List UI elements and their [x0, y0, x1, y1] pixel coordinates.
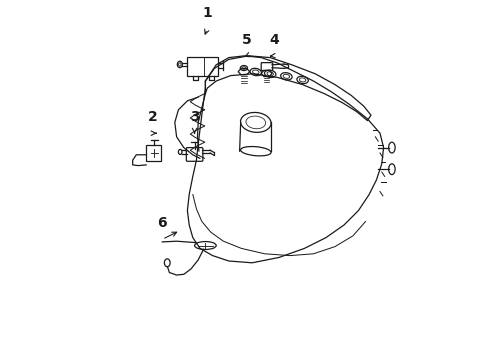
Text: 4: 4 [269, 33, 279, 47]
Text: 6: 6 [157, 216, 167, 230]
Text: 2: 2 [148, 110, 158, 124]
Text: 5: 5 [242, 33, 252, 47]
Text: 3: 3 [190, 110, 199, 124]
Text: 1: 1 [202, 6, 212, 20]
